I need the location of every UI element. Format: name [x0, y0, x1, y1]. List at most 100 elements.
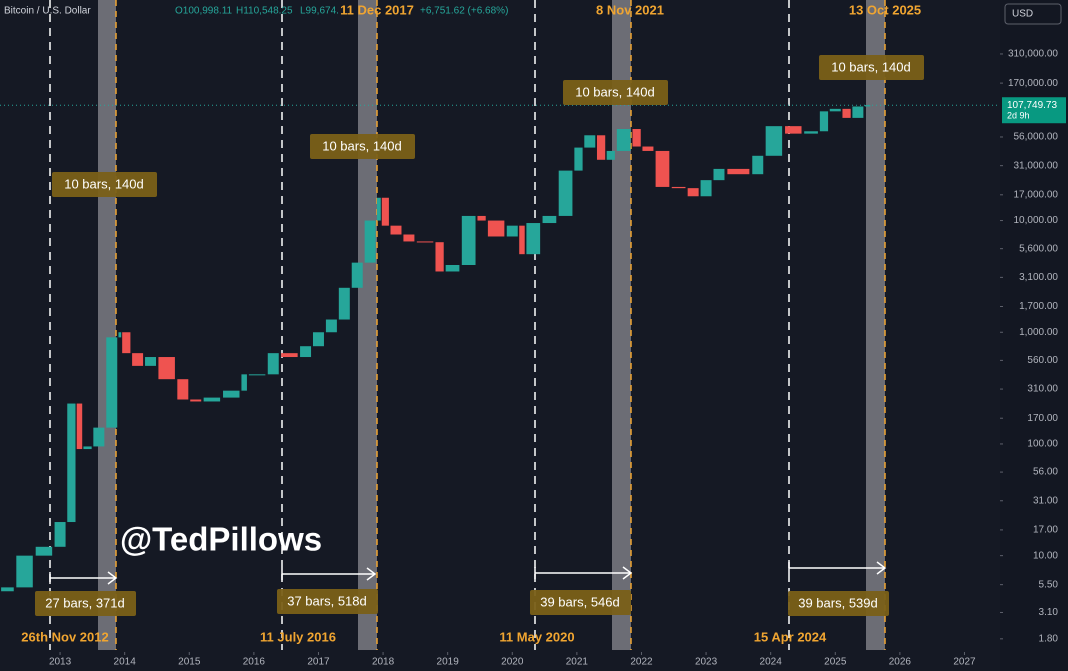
candle	[223, 390, 240, 398]
y-tick-label: 310,000.00	[1008, 49, 1058, 60]
candle	[190, 399, 202, 402]
candle	[122, 332, 131, 354]
x-tick-label: 2015	[178, 657, 201, 668]
x-tick-label: 2027	[953, 657, 976, 668]
candle	[632, 129, 641, 147]
y-tick-label: 31.00	[1033, 495, 1058, 506]
candle	[671, 186, 686, 189]
highlight-band	[866, 0, 885, 650]
last-price-label: 107,749.73	[1007, 100, 1057, 111]
range-label: 10 bars, 140d	[322, 138, 402, 153]
arrow-head	[876, 561, 887, 575]
duration-label-box	[277, 589, 378, 614]
x-tick-label: 2025	[824, 657, 847, 668]
y-tick-label: 3,100.00	[1019, 272, 1058, 283]
watermark: @TedPillows	[120, 521, 322, 558]
candle	[445, 265, 460, 272]
y-tick-label: 56.00	[1033, 467, 1058, 478]
x-tick-label: 2024	[760, 657, 783, 668]
candle	[203, 397, 221, 402]
y-tick-label: 56,000.00	[1014, 132, 1059, 143]
candle	[403, 234, 415, 242]
arrow-head	[622, 566, 633, 580]
bottom-date: 15 Apr 2024	[754, 629, 827, 644]
candle	[558, 170, 573, 216]
candle	[804, 131, 818, 134]
x-tick-label: 2026	[889, 657, 912, 668]
top-date: 11 Dec 2017	[340, 2, 414, 17]
highlight-band	[358, 0, 377, 650]
candle	[381, 197, 389, 226]
candle	[106, 337, 118, 428]
bottom-date: 11 July 2016	[260, 629, 336, 644]
candle	[700, 180, 712, 197]
candle	[655, 150, 670, 187]
y-tick-label: 10,000.00	[1014, 215, 1059, 226]
highlight-band	[98, 0, 116, 650]
highlight-band	[612, 0, 631, 650]
last-price-badge	[1002, 97, 1066, 124]
x-tick-label: 2021	[566, 657, 589, 668]
y-tick-label: 170.00	[1027, 413, 1058, 424]
y-tick-label: 10.00	[1033, 550, 1058, 561]
y-tick-label: 1,700.00	[1019, 301, 1058, 312]
top-date: 8 Nov 2021	[596, 2, 664, 17]
candle	[727, 168, 750, 175]
candle	[526, 223, 541, 255]
x-tick-label: 2014	[114, 657, 137, 668]
y-tick-label: 1.80	[1039, 633, 1059, 644]
y-tick-label: 5.50	[1039, 579, 1059, 590]
duration-label: 39 bars, 546d	[540, 594, 620, 609]
candle	[132, 353, 144, 366]
candle	[35, 546, 53, 556]
currency[interactable]: USD	[1012, 9, 1033, 20]
y-tick-label: 17,000.00	[1014, 189, 1059, 200]
x-tick-label: 2023	[695, 657, 718, 668]
range-label: 10 bars, 140d	[831, 59, 911, 74]
open: O100,998.11	[175, 6, 233, 17]
y-tick-label: 170,000.00	[1008, 78, 1058, 89]
candle	[300, 346, 312, 358]
duration-label-box	[35, 591, 136, 616]
candle	[54, 522, 66, 547]
x-tick-label: 2013	[49, 657, 72, 668]
y-tick-label: 560.00	[1027, 355, 1058, 366]
candle	[765, 126, 783, 156]
high: H110,548.25	[236, 6, 293, 17]
range-label-box	[310, 134, 415, 159]
candle	[687, 188, 699, 197]
candle	[376, 197, 381, 221]
y-tick-label: 31,000.00	[1014, 160, 1059, 171]
candle	[842, 108, 851, 118]
candle	[519, 225, 525, 255]
candle	[616, 129, 631, 151]
candle	[574, 147, 583, 171]
candle	[584, 135, 596, 148]
candle	[177, 379, 189, 400]
range-label-box	[52, 172, 157, 197]
candle	[819, 111, 829, 132]
candle	[281, 353, 298, 358]
candle	[118, 332, 122, 338]
range-label-box	[819, 55, 924, 80]
y-tick-label: 3.10	[1039, 607, 1059, 618]
candle	[1, 587, 14, 592]
change: +6,751.62 (+6.68%)	[420, 6, 508, 17]
range-label-box	[563, 80, 668, 105]
candle	[67, 403, 76, 523]
duration-label-box	[530, 590, 631, 615]
duration-label: 39 bars, 539d	[798, 595, 878, 610]
candle	[435, 242, 444, 272]
candle	[829, 108, 841, 112]
candle	[752, 155, 764, 175]
candle	[487, 220, 505, 237]
candle	[241, 374, 247, 391]
range-label: 10 bars, 140d	[575, 84, 655, 99]
duration-label: 37 bars, 518d	[287, 593, 367, 608]
y-tick-label: 17.00	[1033, 525, 1058, 536]
bottom-date: 11 May 2020	[499, 629, 574, 644]
candle	[477, 215, 486, 221]
currency-box[interactable]	[1004, 3, 1062, 25]
